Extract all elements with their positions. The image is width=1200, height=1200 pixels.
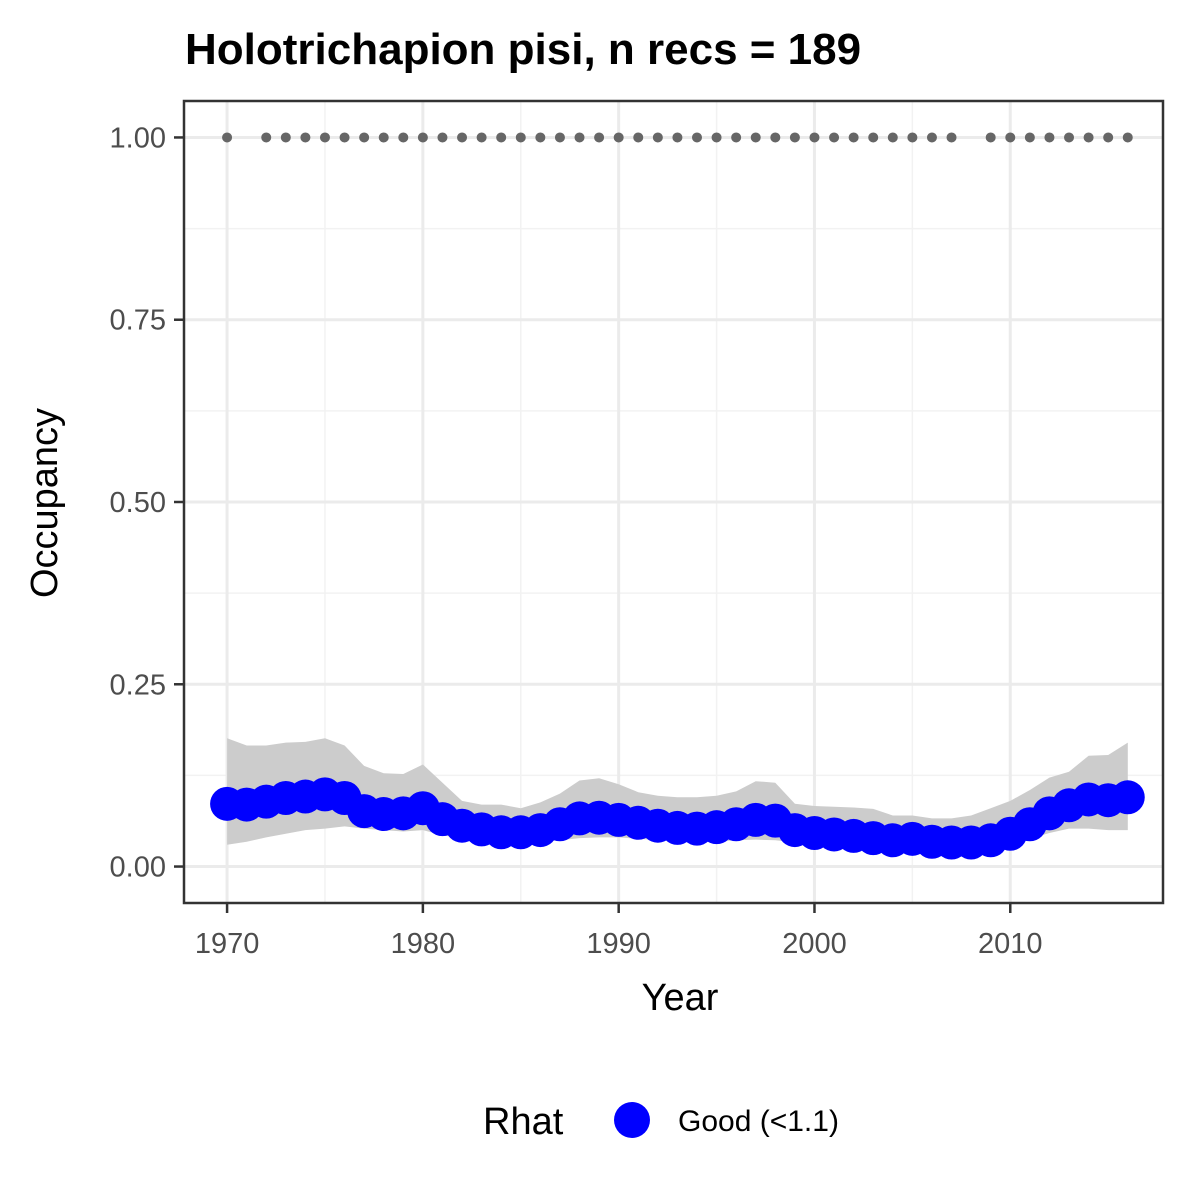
record-dot xyxy=(222,132,233,143)
legend-marker-good xyxy=(614,1102,650,1138)
y-tick-label: 1.00 xyxy=(110,122,166,154)
record-dot xyxy=(829,132,840,143)
record-dot xyxy=(633,132,644,143)
record-dot xyxy=(770,132,781,143)
legend-title: Rhat xyxy=(483,1101,564,1143)
chart-title: Holotrichapion pisi, n recs = 189 xyxy=(185,25,861,74)
record-dot xyxy=(339,132,350,143)
record-dot xyxy=(574,132,585,143)
record-dot xyxy=(672,132,683,143)
occupancy-point xyxy=(1110,780,1145,815)
record-dot xyxy=(378,132,389,143)
record-dot xyxy=(261,132,272,143)
record-dot xyxy=(1083,132,1094,143)
record-dot xyxy=(1064,132,1075,143)
y-tick-label: 0.75 xyxy=(110,305,166,337)
record-dot xyxy=(789,132,800,143)
record-dot xyxy=(711,132,722,143)
y-tick-label: 0.25 xyxy=(110,669,166,701)
x-tick-label: 1980 xyxy=(391,928,456,960)
record-dot xyxy=(926,132,937,143)
y-axis-title: Occupancy xyxy=(24,408,66,598)
record-dot xyxy=(1122,132,1133,143)
x-tick-label: 1970 xyxy=(195,928,260,960)
record-dot xyxy=(554,132,565,143)
x-tick-label: 2000 xyxy=(782,928,847,960)
record-dot xyxy=(300,132,311,143)
record-dot xyxy=(946,132,957,143)
record-dot xyxy=(319,132,330,143)
legend: Rhat Good (<1.1) xyxy=(483,1101,839,1143)
record-dot xyxy=(496,132,507,143)
x-tick-label: 2010 xyxy=(978,928,1043,960)
record-dot xyxy=(848,132,859,143)
record-dot xyxy=(535,132,546,143)
record-dot xyxy=(515,132,526,143)
record-dot xyxy=(809,132,820,143)
record-dot xyxy=(398,132,409,143)
record-dot xyxy=(417,132,428,143)
record-dot xyxy=(985,132,996,143)
record-dot xyxy=(437,132,448,143)
record-dot xyxy=(1044,132,1055,143)
record-dot xyxy=(652,132,663,143)
record-dot xyxy=(907,132,918,143)
record-dot xyxy=(280,132,291,143)
record-dot xyxy=(457,132,468,143)
x-axis-title: Year xyxy=(642,977,719,1019)
record-dot xyxy=(359,132,370,143)
record-dot xyxy=(594,132,605,143)
record-dot xyxy=(1005,132,1016,143)
x-tick-label: 1990 xyxy=(586,928,651,960)
record-dot xyxy=(613,132,624,143)
record-dot xyxy=(887,132,898,143)
record-dot xyxy=(1103,132,1114,143)
legend-label-good: Good (<1.1) xyxy=(678,1105,839,1138)
y-tick-label: 0.50 xyxy=(110,487,166,519)
record-dot xyxy=(868,132,879,143)
record-dot xyxy=(691,132,702,143)
record-dot xyxy=(1024,132,1035,143)
record-dot xyxy=(476,132,487,143)
record-dot xyxy=(731,132,742,143)
plot-area: 0.00 0.25 0.50 0.75 1.00 1970 1980 1990 2000 2010 xyxy=(110,99,1165,960)
y-tick-label: 0.00 xyxy=(110,852,166,884)
record-dot xyxy=(750,132,761,143)
